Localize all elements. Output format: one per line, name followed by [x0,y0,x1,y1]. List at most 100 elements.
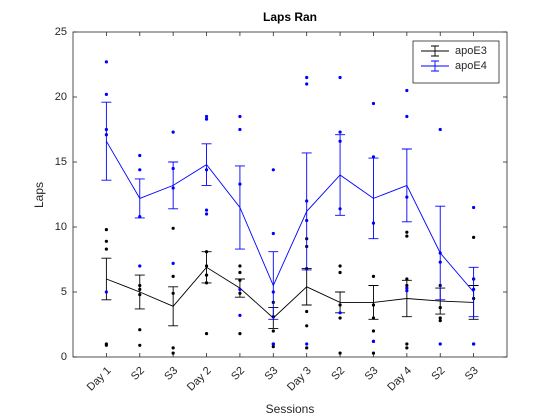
data-point [138,343,142,347]
data-point [171,274,175,278]
data-point [405,289,409,293]
data-point [338,264,342,268]
error-bar [168,286,179,327]
data-point [138,168,142,172]
error-bar [234,165,245,250]
error-bar [468,266,479,318]
series-line [105,140,474,293]
data-point [371,155,376,159]
error-bar [401,148,412,223]
data-point [305,309,309,314]
data-point [238,264,242,268]
data-point [305,346,309,350]
y-tick-label: 15 [55,156,67,168]
data-point [204,208,209,212]
data-point [104,92,108,96]
y-tick-label: 20 [55,91,67,103]
data-point [405,342,409,346]
data-point [238,313,242,317]
data-point [438,127,442,132]
data-point [171,346,175,350]
error-bar [335,134,346,216]
data-point [238,332,242,336]
data-point [338,316,342,320]
data-point [238,270,242,275]
error-bar [368,157,379,240]
series-line [106,266,474,319]
data-point [171,351,175,355]
data-point [472,205,476,210]
legend-label: apoE4 [455,60,487,72]
data-point [138,264,142,268]
data-point [305,82,309,86]
data-point [204,212,209,216]
data-point [405,114,409,119]
data-point [338,75,342,80]
data-point [104,228,108,232]
data-point [405,230,409,234]
error-bar [201,143,212,186]
data-point [405,286,409,290]
error-bar [201,251,212,284]
data-point [104,290,108,294]
legend-label: apoE3 [455,45,487,57]
data-point [204,117,209,121]
chart-title: Laps Ran [263,10,317,24]
y-tick-label: 0 [61,351,67,363]
error-bar [134,178,145,219]
error-bar [368,285,379,320]
data-point [371,274,376,278]
data-point [405,88,409,93]
data-point [338,270,342,275]
data-point [238,287,242,291]
data-point [371,329,376,333]
data-point [138,328,142,332]
data-point [271,342,275,346]
error-bar [301,152,312,271]
data-point [438,342,442,346]
data-point [204,332,209,336]
y-tick-label: 10 [55,221,67,233]
data-point [171,130,175,134]
data-point [438,316,442,320]
error-bar [435,205,446,301]
data-point [371,351,376,355]
data-point [371,101,376,106]
data-point [405,234,409,238]
data-point [271,231,275,236]
data-point [438,319,442,323]
data-point [104,247,108,251]
data-point [305,342,309,346]
data-point [271,345,275,349]
data-point [472,235,476,239]
data-point [104,239,108,243]
data-point [171,226,175,230]
error-bar [401,279,412,318]
data-point [305,324,309,328]
y-axis-label: Laps [32,182,46,208]
error-bar [134,274,145,310]
data-point [371,339,376,343]
data-point [171,261,175,265]
data-point [138,153,142,158]
data-point [338,130,342,134]
data-point [104,60,108,64]
data-point [271,329,275,333]
y-tick-label: 5 [61,286,67,298]
x-axis-label: Sessions [266,402,315,416]
data-point [338,351,342,355]
legend-swatch [421,45,449,57]
data-point [238,114,242,119]
data-point [338,311,342,315]
data-point [204,114,209,119]
legend-swatch [421,60,449,72]
legend-box [412,40,500,84]
data-point [472,342,476,346]
y-tick-label: 25 [55,26,67,38]
error-bar [168,161,179,210]
error-bar [101,101,112,181]
data-point [238,127,242,132]
data-point [305,75,309,80]
data-point [405,346,409,350]
